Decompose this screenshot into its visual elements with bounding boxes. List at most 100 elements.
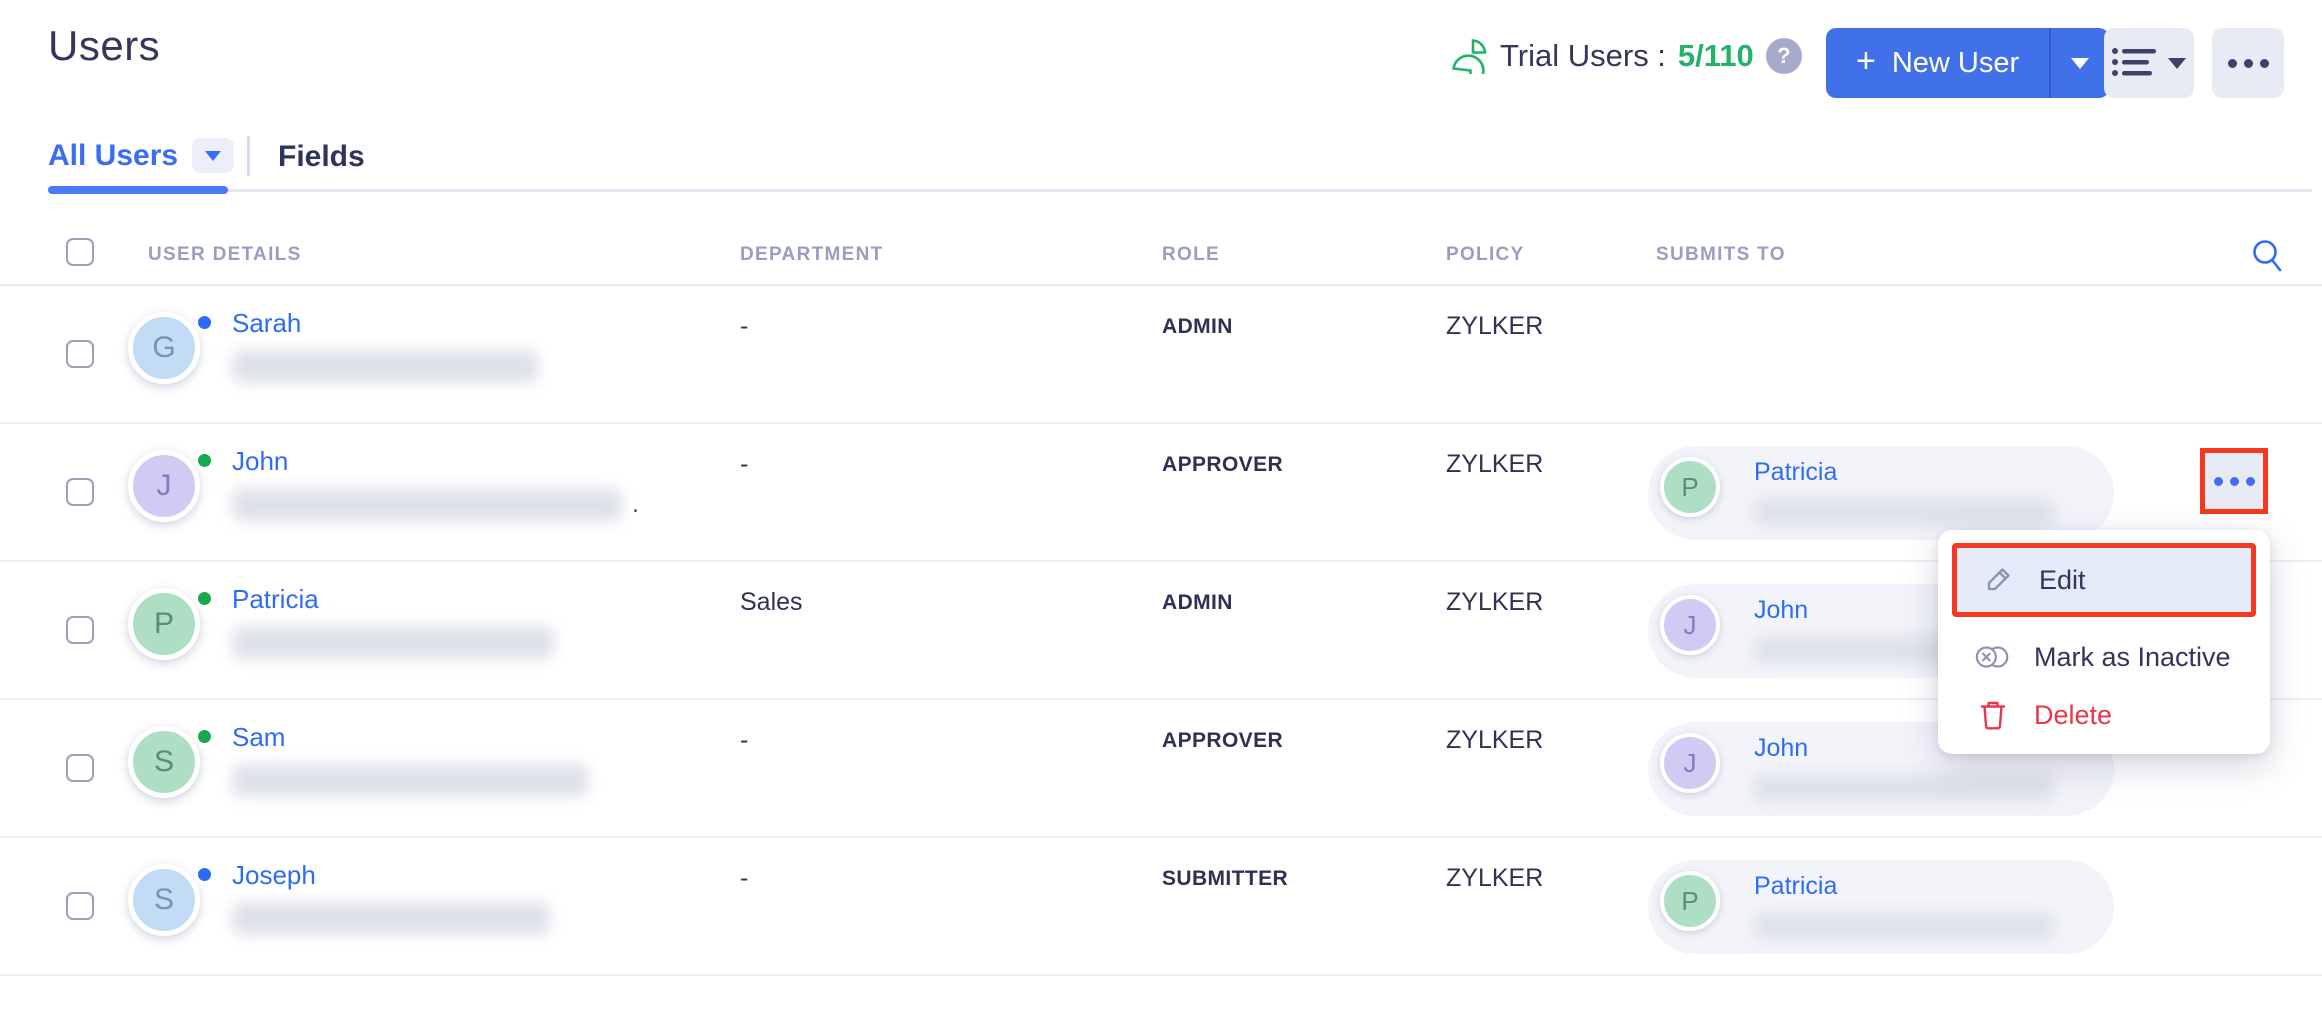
chevron-down-icon xyxy=(2071,57,2090,69)
submits-to-name[interactable]: John xyxy=(1754,734,1809,762)
user-name[interactable]: John xyxy=(232,446,289,476)
row-checkbox[interactable] xyxy=(66,340,94,368)
status-dot xyxy=(194,588,215,609)
menu-item-delete[interactable]: Delete xyxy=(1974,692,2112,738)
column-submits-to: SUBMITS TO xyxy=(1656,244,1786,265)
column-user-details: USER DETAILS xyxy=(148,244,302,265)
more-icon xyxy=(2227,58,2269,68)
table-row: P Patricia Sales ADMIN ZYLKER J John xyxy=(0,562,2322,700)
menu-item-label: Mark as Inactive xyxy=(2034,641,2231,672)
cell-department: - xyxy=(740,312,749,340)
chevron-down-icon xyxy=(205,150,222,161)
help-icon[interactable]: ? xyxy=(1765,38,1802,74)
user-name[interactable]: Sarah xyxy=(232,308,302,338)
new-user-label: New User xyxy=(1891,46,2020,79)
submits-to-email-redacted xyxy=(1754,912,2054,940)
menu-item-label: Delete xyxy=(2034,699,2113,730)
trial-users-count: 5/110 xyxy=(1677,38,1754,73)
cell-role: APPROVER xyxy=(1162,453,1284,476)
menu-item-label: Edit xyxy=(2039,564,2086,595)
column-policy: POLICY xyxy=(1446,244,1525,265)
users-table-body: G Sarah - ADMIN ZYLKER J John . - APPROV… xyxy=(0,286,2322,976)
submits-to-email-redacted xyxy=(1754,774,2054,802)
cell-policy: ZYLKER xyxy=(1446,726,1544,754)
status-dot xyxy=(194,726,215,747)
user-name[interactable]: Patricia xyxy=(232,584,319,614)
pie-chart-icon xyxy=(1452,38,1488,74)
submits-to-name[interactable]: Patricia xyxy=(1754,872,1838,900)
row-context-menu: Edit Mark as Inactive Delete xyxy=(1938,530,2270,754)
table-row: S Joseph - SUBMITTER ZYLKER P Patricia xyxy=(0,838,2322,976)
pencil-icon xyxy=(1979,564,2017,596)
submits-to-avatar: J xyxy=(1660,733,1720,793)
new-user-dropdown-button[interactable] xyxy=(2051,28,2109,98)
search-icon xyxy=(2253,240,2282,272)
more-icon xyxy=(2213,476,2255,486)
cell-policy: ZYLKER xyxy=(1446,312,1544,340)
tab-divider xyxy=(247,136,250,176)
column-role: ROLE xyxy=(1162,244,1220,265)
list-view-button[interactable] xyxy=(2104,28,2194,98)
cell-role: APPROVER xyxy=(1162,729,1284,752)
email-suffix: . xyxy=(632,490,639,518)
plus-icon: + xyxy=(1856,42,1876,80)
submits-to-avatar: P xyxy=(1660,457,1720,517)
row-more-button-highlighted[interactable] xyxy=(2200,448,2268,514)
cell-policy: ZYLKER xyxy=(1446,450,1544,478)
page-title: Users xyxy=(48,22,161,69)
search-button[interactable] xyxy=(2246,234,2290,278)
cell-policy: ZYLKER xyxy=(1446,588,1544,616)
avatar: S xyxy=(128,864,215,948)
menu-item-mark-as-inactive[interactable]: Mark as Inactive xyxy=(1974,634,2231,680)
column-department: DEPARTMENT xyxy=(740,244,884,265)
cell-policy: ZYLKER xyxy=(1446,864,1544,892)
cell-department: - xyxy=(740,864,749,892)
avatar: G xyxy=(128,312,215,396)
submits-to-avatar: J xyxy=(1660,595,1720,655)
user-name[interactable]: Sam xyxy=(232,722,286,752)
user-email-redacted xyxy=(232,350,538,383)
new-user-split-button: + New User xyxy=(1826,28,2110,98)
cell-role: SUBMITTER xyxy=(1162,867,1289,890)
avatar-letter: J xyxy=(128,450,200,522)
menu-item-edit[interactable]: Edit xyxy=(1952,543,2256,617)
cell-department: - xyxy=(740,726,749,754)
user-email-redacted xyxy=(232,902,550,935)
cell-role: ADMIN xyxy=(1162,315,1233,338)
status-dot xyxy=(194,312,215,333)
status-dot xyxy=(194,864,215,885)
tab-fields[interactable]: Fields xyxy=(278,140,365,173)
tab-baseline xyxy=(48,189,2312,192)
submits-to-name[interactable]: John xyxy=(1754,596,1809,624)
row-checkbox[interactable] xyxy=(66,754,94,782)
user-name[interactable]: Joseph xyxy=(232,860,316,890)
new-user-button[interactable]: + New User xyxy=(1826,28,2049,98)
submits-to-name[interactable]: Patricia xyxy=(1754,458,1838,486)
active-tab-underline xyxy=(48,186,228,194)
more-options-button[interactable] xyxy=(2212,28,2284,98)
submits-to-pill: P Patricia xyxy=(1648,446,2114,540)
row-checkbox[interactable] xyxy=(66,616,94,644)
submits-to-pill: P Patricia xyxy=(1648,860,2114,954)
row-checkbox[interactable] xyxy=(66,478,94,506)
avatar-letter: S xyxy=(128,726,200,798)
button-divider xyxy=(2049,28,2052,98)
tab-all-users[interactable]: All Users xyxy=(48,138,235,173)
avatar: P xyxy=(128,588,215,672)
table-header: USER DETAILS DEPARTMENT ROLE POLICY SUBM… xyxy=(0,226,2322,286)
toggle-off-icon xyxy=(1974,643,2012,671)
status-dot xyxy=(194,450,215,471)
avatar: S xyxy=(128,726,215,810)
view-dropdown-button[interactable] xyxy=(192,138,235,173)
trial-users-label: Trial Users : xyxy=(1500,38,1666,73)
trial-users-counter: Trial Users : 5/110 ? xyxy=(1452,38,1802,74)
submits-to-avatar: P xyxy=(1660,871,1720,931)
user-email-redacted xyxy=(232,626,554,659)
submits-to-email-redacted xyxy=(1754,498,2054,526)
row-checkbox[interactable] xyxy=(66,892,94,920)
cell-role: ADMIN xyxy=(1162,591,1233,614)
user-email-redacted xyxy=(232,764,588,797)
select-all-checkbox[interactable] xyxy=(66,238,94,266)
tab-all-users-label: All Users xyxy=(48,138,179,172)
